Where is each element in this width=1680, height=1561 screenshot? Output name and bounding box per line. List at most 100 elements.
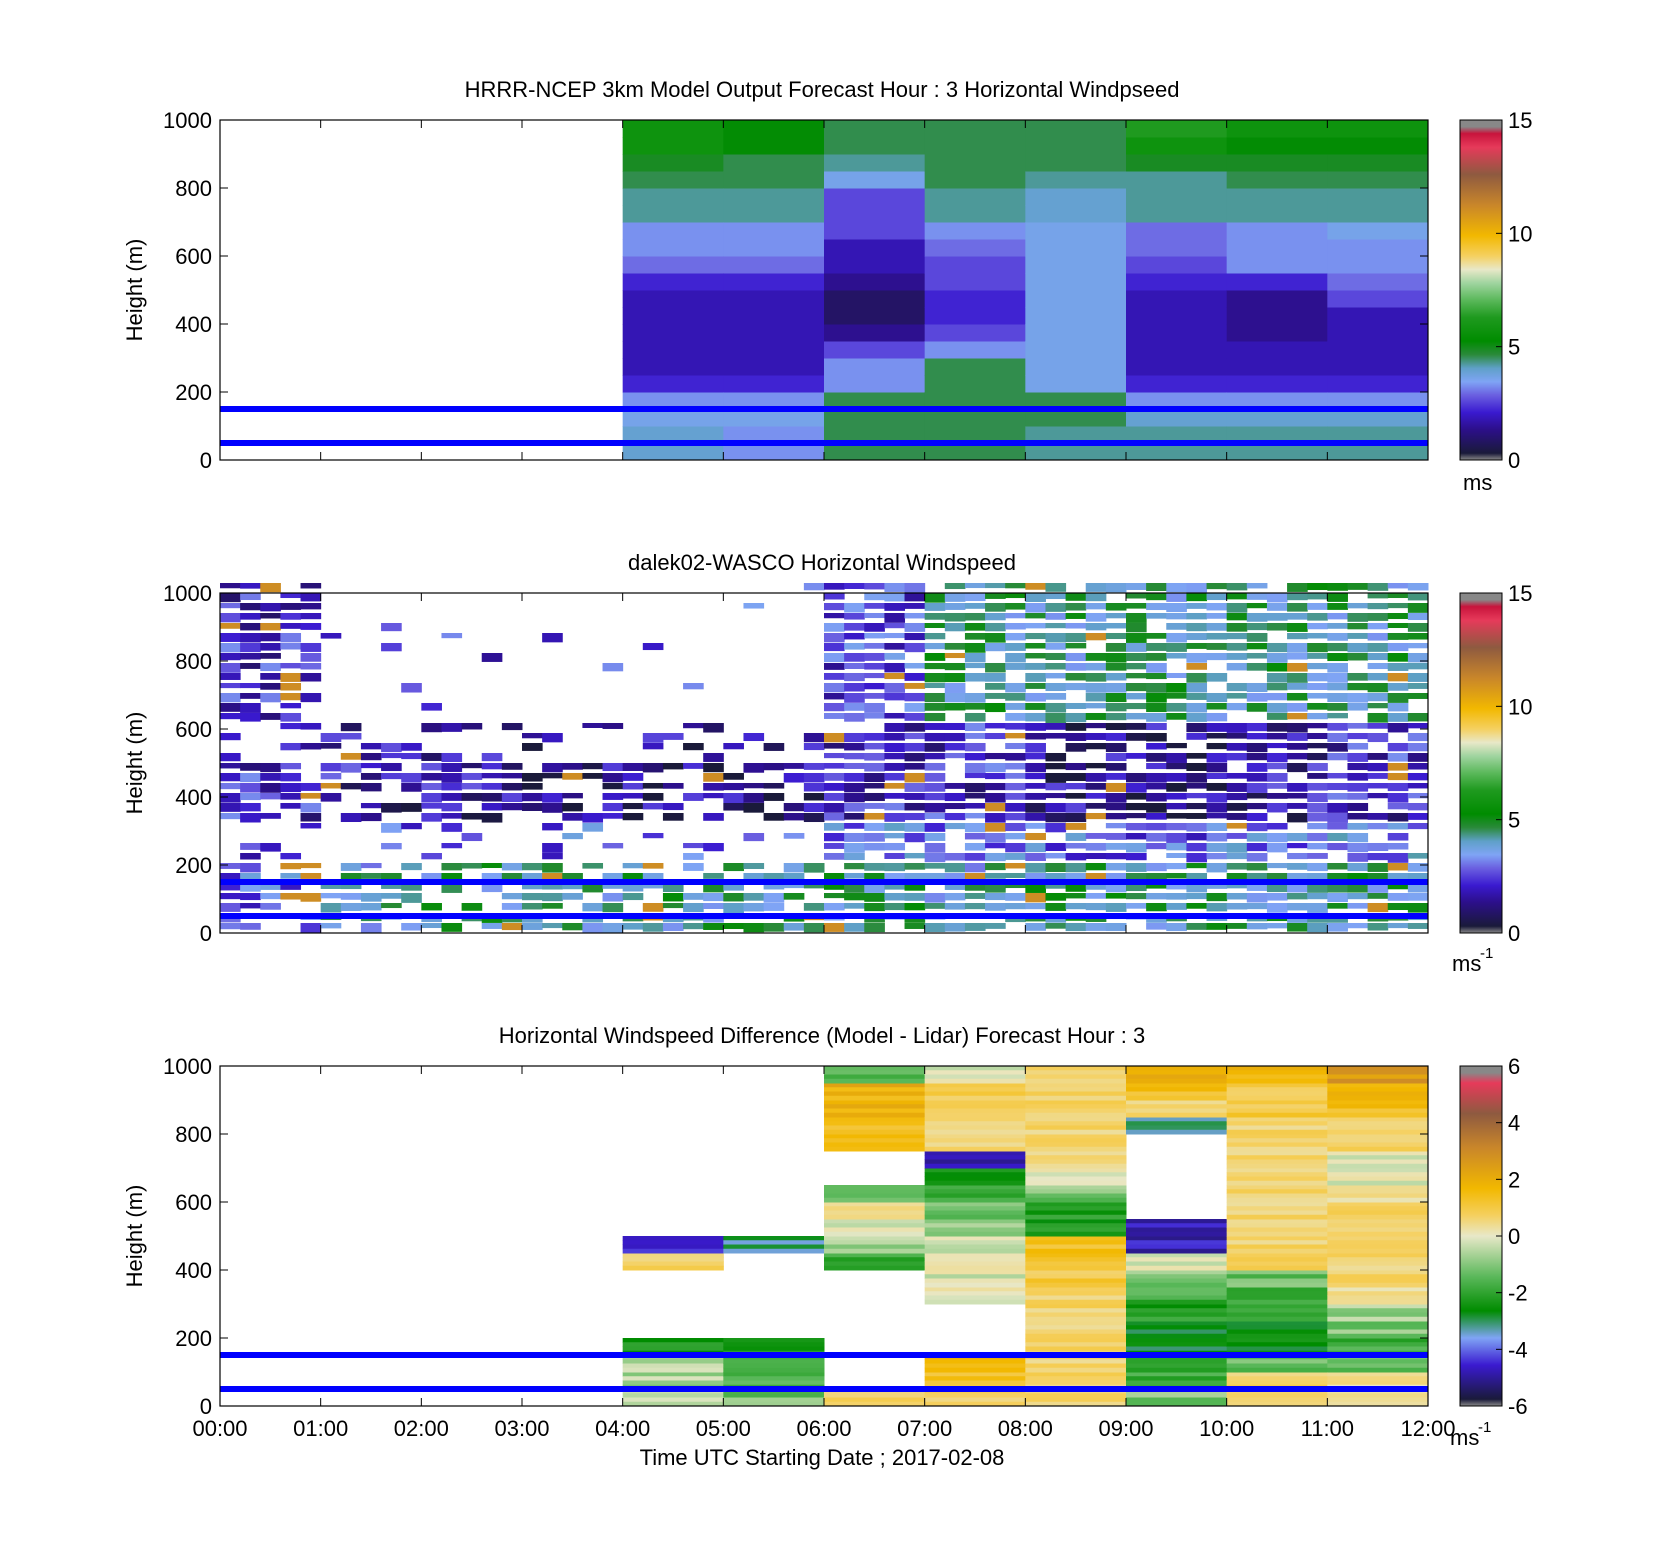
- heatmap-cell: [220, 603, 241, 609]
- heatmap-cell: [944, 723, 966, 731]
- heatmap-cell: [1327, 923, 1348, 932]
- heatmap-cell: [924, 1257, 1026, 1262]
- heatmap-cell: [924, 1138, 1026, 1143]
- heatmap-cell: [662, 733, 684, 740]
- heatmap-cell: [1387, 723, 1409, 733]
- heatmap-cell: [1065, 773, 1087, 782]
- heatmap-cell: [944, 653, 966, 659]
- heatmap-cell: [1065, 673, 1087, 681]
- heatmap-cell: [1166, 833, 1187, 843]
- heatmap-cell: [985, 803, 1006, 812]
- heatmap-cell: [824, 1100, 926, 1105]
- heatmap-cell: [300, 723, 322, 730]
- heatmap-cell: [824, 593, 845, 600]
- heatmap-cell: [1347, 813, 1369, 820]
- heatmap-cell: [1226, 1270, 1328, 1275]
- heatmap-cell: [1146, 883, 1167, 889]
- heatmap-cell: [1166, 763, 1187, 770]
- heatmap-cell: [481, 773, 503, 779]
- heatmap-cell: [763, 813, 785, 821]
- heatmap-cell: [1166, 793, 1187, 800]
- heatmap-cell: [522, 893, 543, 901]
- heatmap-cell: [824, 171, 926, 189]
- heatmap-cell: [1025, 613, 1046, 619]
- heatmap-cell: [1025, 307, 1127, 325]
- heatmap-cell: [985, 723, 1006, 729]
- heatmap-cell: [1025, 1193, 1127, 1199]
- heatmap-cell: [1045, 873, 1067, 881]
- heatmap-cell: [381, 753, 402, 759]
- heatmap-cell: [280, 683, 302, 691]
- heatmap-cell: [723, 1359, 825, 1364]
- heatmap-cell: [1307, 883, 1328, 893]
- heatmap-cell: [924, 1219, 1026, 1224]
- heatmap-cell: [964, 653, 986, 663]
- heatmap-cell: [320, 883, 342, 889]
- heatmap-cell: [985, 903, 1006, 911]
- heatmap-cell: [1266, 863, 1288, 869]
- heatmap-cell: [1085, 743, 1107, 750]
- heatmap-cell: [1367, 813, 1389, 820]
- heatmap-cell: [803, 783, 825, 792]
- heatmap-cell: [824, 1214, 926, 1220]
- model-ytick-label: 600: [175, 244, 212, 269]
- heatmap-cell: [1287, 763, 1308, 773]
- heatmap-cell: [1186, 853, 1208, 863]
- heatmap-cell: [1126, 1367, 1228, 1373]
- heatmap-cell: [501, 803, 523, 811]
- heatmap-cell: [1226, 1078, 1328, 1084]
- heatmap-cell: [985, 873, 1006, 879]
- heatmap-cell: [723, 273, 825, 291]
- heatmap-cell: [924, 205, 1026, 223]
- heatmap-cell: [1226, 1108, 1328, 1114]
- heatmap-cell: [824, 773, 845, 781]
- heatmap-cell: [1065, 683, 1087, 691]
- heatmap-cell: [1226, 1393, 1328, 1398]
- heatmap-cell: [1407, 903, 1429, 913]
- heatmap-cell: [1226, 623, 1248, 632]
- heatmap-cell: [1105, 633, 1127, 640]
- heatmap-cell: [1226, 1282, 1328, 1288]
- lidar-panel: dalek02-WASCO Horizontal Windspeed Heigh…: [122, 550, 1532, 976]
- heatmap-cell: [1025, 1125, 1127, 1131]
- heatmap-cell: [723, 205, 825, 223]
- heatmap-cell: [1126, 1329, 1228, 1335]
- heatmap-cell: [723, 863, 744, 872]
- heatmap-cell: [884, 653, 906, 660]
- difference-colorbar-exp: -1: [1478, 1419, 1491, 1436]
- heatmap-cell: [1287, 793, 1308, 799]
- heatmap-cell: [582, 773, 604, 779]
- heatmap-cell: [1085, 693, 1107, 702]
- heatmap-cell: [481, 763, 503, 770]
- heatmap-cell: [1045, 853, 1067, 859]
- heatmap-cell: [924, 1095, 1026, 1101]
- heatmap-cell: [1005, 633, 1026, 641]
- heatmap-cell: [824, 1117, 926, 1122]
- heatmap-cell: [360, 803, 382, 809]
- heatmap-cell: [381, 803, 402, 813]
- heatmap-cell: [340, 893, 362, 900]
- heatmap-cell: [1126, 613, 1147, 623]
- heatmap-cell: [1266, 833, 1288, 843]
- heatmap-cell: [824, 1202, 926, 1207]
- heatmap-cell: [1005, 643, 1026, 651]
- heatmap-cell: [924, 1206, 1026, 1211]
- heatmap-cell: [1045, 643, 1067, 650]
- heatmap-cell: [1287, 783, 1308, 792]
- heatmap-cell: [944, 803, 966, 810]
- heatmap-cell: [562, 793, 583, 799]
- heatmap-cell: [1146, 603, 1167, 611]
- heatmap-cell: [562, 773, 583, 780]
- heatmap-cell: [1287, 813, 1308, 823]
- heatmap-cell: [1025, 713, 1046, 722]
- heatmap-cell: [1126, 358, 1228, 376]
- heatmap-cell: [360, 873, 382, 879]
- heatmap-cell: [985, 683, 1006, 690]
- heatmap-cell: [381, 843, 402, 850]
- heatmap-cell: [1025, 1121, 1127, 1126]
- heatmap-cell: [1186, 643, 1208, 649]
- heatmap-cell: [723, 137, 825, 155]
- heatmap-cell: [1186, 803, 1208, 810]
- heatmap-cell: [1226, 833, 1248, 839]
- heatmap-cell: [1126, 1248, 1228, 1254]
